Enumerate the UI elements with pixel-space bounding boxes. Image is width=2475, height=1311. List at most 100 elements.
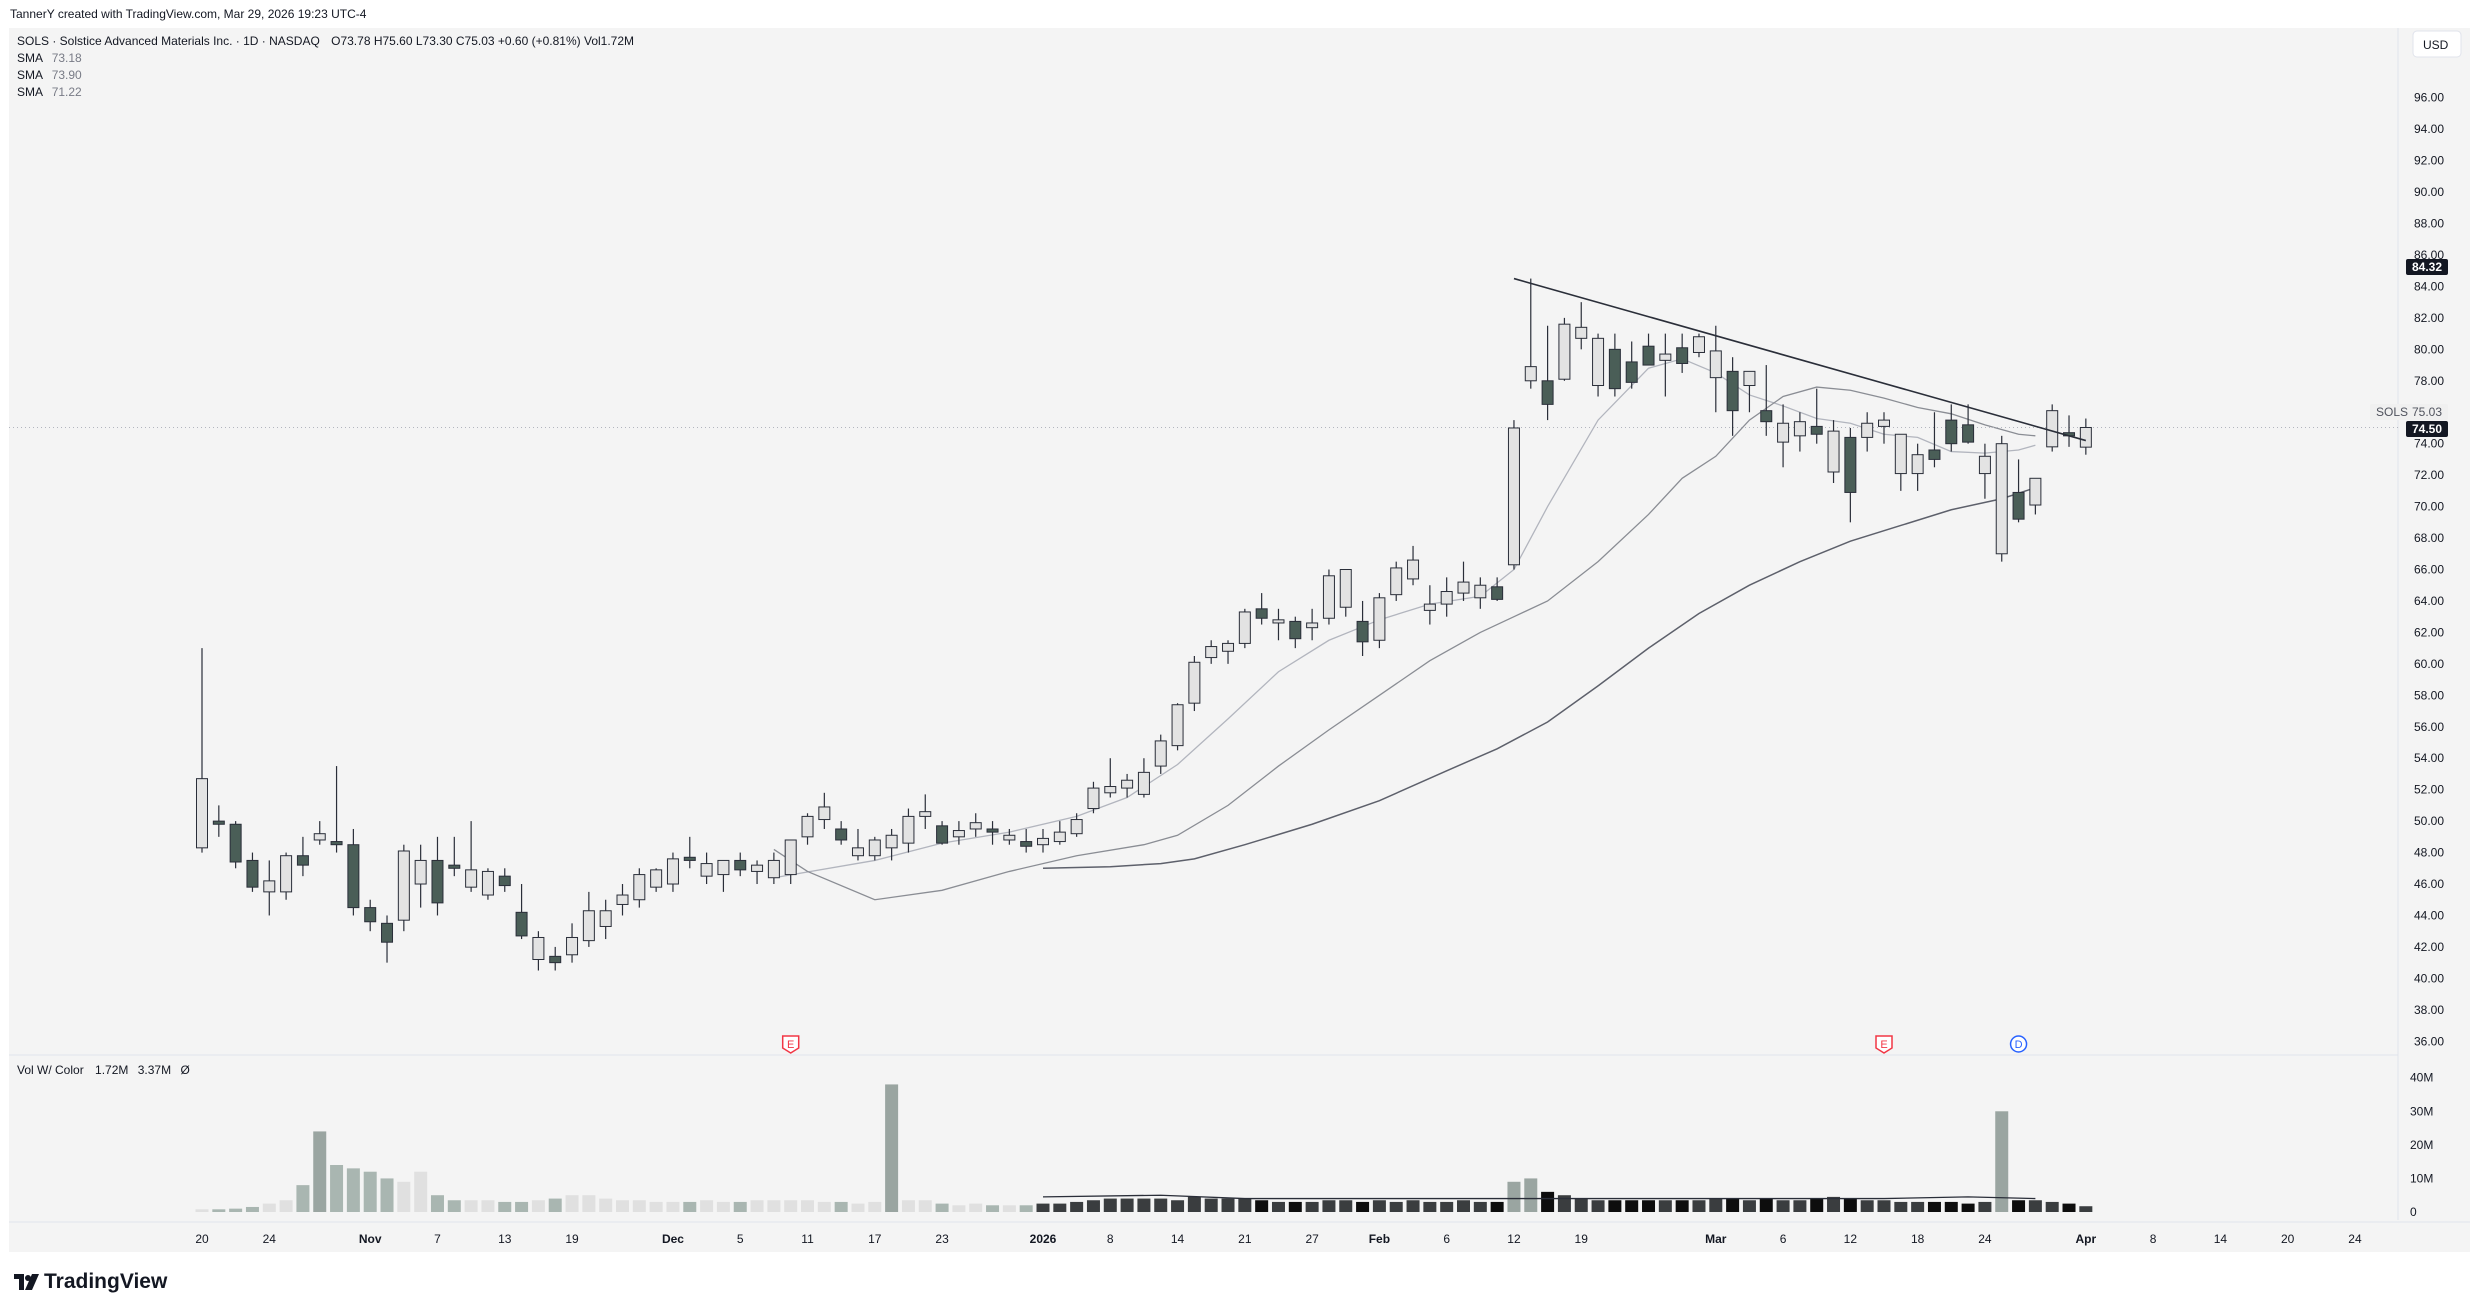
volume-bar xyxy=(1541,1191,1555,1212)
candle-body xyxy=(1053,831,1066,843)
time-tick-label: 6 xyxy=(1443,1232,1450,1246)
candle-body xyxy=(1020,841,1033,847)
legend-sma-2[interactable]: SMA 73.90 xyxy=(17,68,82,82)
dividend-marker-icon[interactable] xyxy=(2009,1035,2028,1053)
candle-body xyxy=(582,910,595,942)
price-tick-label: 52.00 xyxy=(2414,783,2444,797)
volume-bar xyxy=(1255,1200,1269,1212)
candle-body xyxy=(549,955,562,964)
volume-bar xyxy=(1810,1198,1824,1212)
volume-bars xyxy=(195,1084,2093,1212)
price-tick-label: 64.00 xyxy=(2414,594,2444,608)
legend-sma-3[interactable]: SMA 71.22 xyxy=(17,85,82,99)
time-tick-label: 20 xyxy=(195,1232,209,1246)
candle-body xyxy=(936,825,949,844)
price-tick-label: 72.00 xyxy=(2414,468,2444,482)
candle-body xyxy=(566,936,579,956)
time-tick-label: Nov xyxy=(359,1232,382,1246)
candles xyxy=(196,278,2092,971)
volume-bar xyxy=(885,1084,899,1212)
candle-body xyxy=(2046,410,2059,448)
event-marker-label: D xyxy=(2015,1039,2023,1051)
price-tick-label: 70.00 xyxy=(2414,500,2444,514)
candle-body xyxy=(1558,323,1571,380)
candle-body xyxy=(1373,597,1386,641)
currency-label: USD xyxy=(2423,38,2449,52)
volume-bar xyxy=(1911,1201,1925,1212)
candle-body xyxy=(347,844,360,909)
candle-body xyxy=(263,880,276,893)
candle-body xyxy=(784,839,797,876)
time-tick-label: 8 xyxy=(2150,1232,2157,1246)
volume-bar xyxy=(229,1208,243,1212)
candle-body xyxy=(1911,454,1924,475)
volume-bar xyxy=(1574,1198,1588,1212)
legend-ohlc: O73.78 H75.60 L73.30 C75.03 +0.60 (+0.81… xyxy=(331,34,634,48)
candle-body xyxy=(1861,422,1874,438)
candle-body xyxy=(1659,353,1672,361)
candle-body xyxy=(364,907,377,923)
price-label-ma: 74.50 xyxy=(2406,421,2448,437)
candle-body xyxy=(229,823,242,863)
volume-bar xyxy=(616,1200,629,1212)
earnings-marker-icon[interactable] xyxy=(1875,1035,1893,1054)
price-tick-label: 36.00 xyxy=(2414,1034,2444,1048)
trendline-segment[interactable] xyxy=(1513,277,2087,442)
price-axis[interactable]: 96.00 94.00 92.00 90.00 88.00 86.00 84.00 82.00… xyxy=(2414,91,2444,1049)
volume-bar xyxy=(986,1205,1000,1212)
candle-body xyxy=(616,894,629,905)
legend-symbol-line: SOLS · Solstice Advanced Materials Inc. … xyxy=(17,34,320,48)
volume-bar xyxy=(1473,1201,1487,1212)
volume-legend-suffix: Ø xyxy=(180,1063,189,1077)
price-tick-label: 94.00 xyxy=(2414,122,2444,136)
volume-bar xyxy=(1288,1201,1302,1212)
candle-body xyxy=(751,864,764,872)
volume-axis[interactable]: 40M 30M 20M 10M 0 xyxy=(2410,1071,2433,1219)
volume-bar xyxy=(380,1178,394,1212)
volume-bar xyxy=(1221,1198,1235,1212)
currency-button[interactable]: USD xyxy=(2412,30,2462,58)
candle-body xyxy=(851,847,864,857)
price-label-level-text: 84.32 xyxy=(2412,260,2442,274)
volume-bar xyxy=(767,1200,781,1212)
time-tick-label: 12 xyxy=(1507,1232,1521,1246)
volume-bar xyxy=(868,1201,882,1212)
candle-body xyxy=(1272,619,1285,624)
volume-tick-label: 0 xyxy=(2410,1205,2417,1219)
volume-bar xyxy=(1675,1200,1689,1212)
volume-bar xyxy=(195,1209,209,1212)
volume-bar xyxy=(632,1200,646,1212)
price-tick-label: 68.00 xyxy=(2414,531,2444,545)
volume-bar xyxy=(2028,1200,2042,1212)
volume-bar xyxy=(918,1200,932,1212)
trendline[interactable] xyxy=(1513,277,2087,442)
currency-button-frame[interactable] xyxy=(2412,30,2462,58)
candle-body xyxy=(650,869,663,888)
volume-bar xyxy=(935,1203,949,1212)
candle-body xyxy=(1306,622,1319,629)
volume-bar xyxy=(1507,1181,1521,1212)
volume-bar xyxy=(1692,1200,1706,1212)
price-tick-label: 90.00 xyxy=(2414,185,2444,199)
candle-body xyxy=(1070,819,1083,835)
earnings-marker-icon[interactable] xyxy=(781,1035,800,1054)
candle-body xyxy=(1642,345,1655,366)
candle-body xyxy=(465,869,478,888)
brand-name: TradingView xyxy=(44,1270,168,1293)
candle-body xyxy=(1995,443,2008,555)
candle-body xyxy=(1507,427,1520,566)
volume-bar xyxy=(313,1131,327,1212)
volume-bar xyxy=(262,1203,276,1212)
candle-body xyxy=(734,859,747,871)
volume-bar xyxy=(851,1203,865,1212)
time-axis[interactable]: 20 24 Nov 7 13 19 Dec 5 11 17 23 2026 8 14 21 27 Feb 6 12 1… xyxy=(195,1232,2362,1246)
candle-body xyxy=(1524,366,1537,382)
price-tick-label: 60.00 xyxy=(2414,657,2444,671)
volume-bar xyxy=(1557,1195,1571,1212)
candle-body xyxy=(1188,661,1201,704)
volume-legend[interactable]: Vol W/ Color 1.72M 3.37M Ø xyxy=(17,1063,190,1077)
tradingview-logo-icon xyxy=(14,1274,39,1290)
legend-sma-1[interactable]: SMA 73.18 xyxy=(17,51,82,65)
